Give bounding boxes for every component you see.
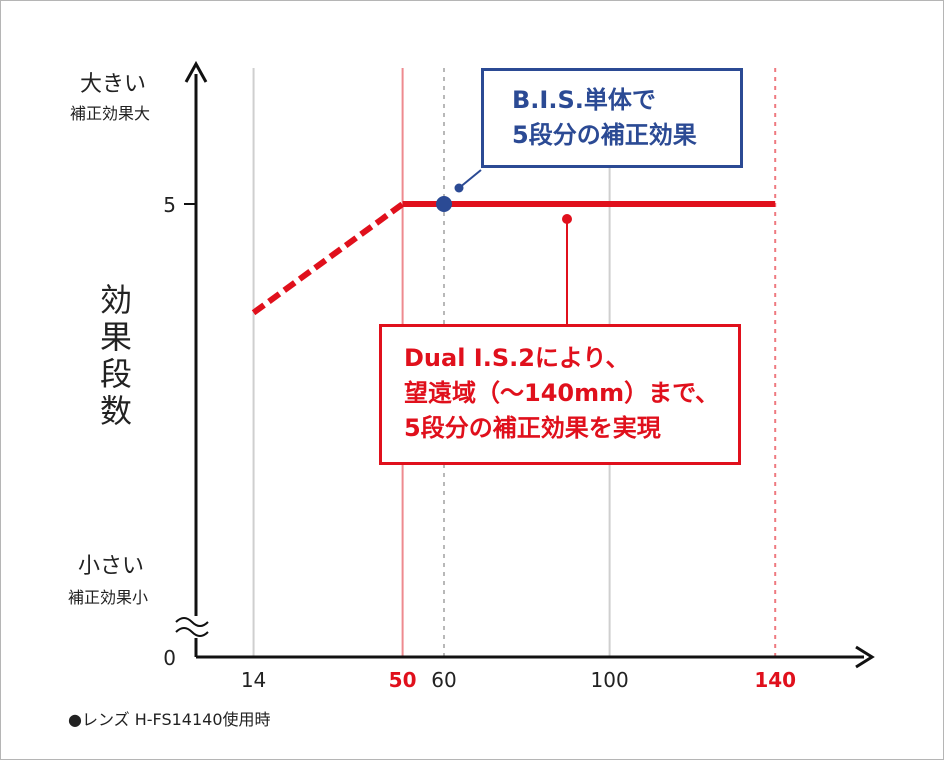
bis-pointer-line — [458, 169, 482, 189]
dual-is-callout: Dual I.S.2により、 望遠域（～140mm）まで、 5段分の補正効果を実… — [379, 324, 741, 465]
x-tick-label-140: 140 — [754, 668, 796, 692]
y-axis-title-char: 果 — [99, 318, 132, 356]
y-axis-arrow — [184, 60, 208, 83]
series-line-dashed — [251, 201, 405, 316]
bis-callout-line-1: B.I.S.単体で — [512, 86, 656, 114]
axis-break-wave-2 — [175, 627, 209, 637]
y-bottom-label-sub: 補正効果小 — [68, 588, 149, 607]
footnote: ●レンズ H-FS14140使用時 — [68, 710, 271, 729]
y-tick-label-5: 5 — [163, 193, 176, 217]
marker-bis-point — [436, 196, 452, 212]
dual-callout-line-3: 5段分の補正効果を実現 — [404, 414, 661, 442]
x-tick-label-14: 14 — [241, 668, 266, 692]
y-axis-title-char: 段 — [99, 355, 132, 393]
dual-callout-line-2: 望遠域（～140mm）まで、 — [404, 379, 720, 407]
x-tick-label-60: 60 — [431, 668, 456, 692]
y-axis-title-char: 数 — [99, 392, 132, 430]
y-top-label-sub: 補正効果大 — [70, 104, 151, 123]
y-bottom-label-main: 小さい — [78, 554, 145, 579]
dual-callout-line-1: Dual I.S.2により、 — [404, 344, 630, 372]
y-axis-title-char: 効 — [99, 281, 132, 319]
axis-break-gap — [182, 616, 210, 638]
bis-callout: B.I.S.単体で 5段分の補正効果 — [481, 68, 743, 168]
y-tick-label-0: 0 — [163, 646, 176, 670]
axis-break-wave-1 — [175, 617, 209, 627]
y-top-label-main: 大きい — [80, 72, 147, 97]
y-axis-title: 効果段数 — [96, 282, 136, 430]
x-tick-label-100: 100 — [591, 668, 629, 692]
bis-callout-line-2: 5段分の補正効果 — [512, 121, 697, 149]
x-tick-label-50: 50 — [389, 668, 417, 692]
x-axis-arrow — [855, 645, 875, 669]
